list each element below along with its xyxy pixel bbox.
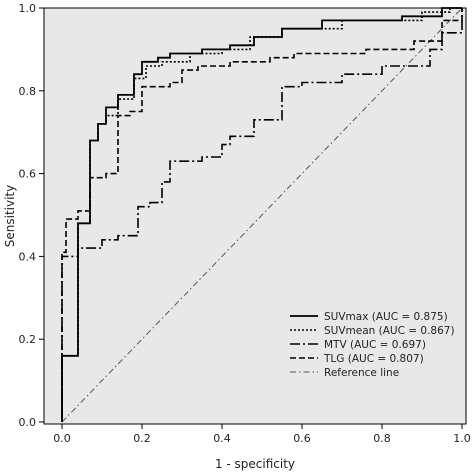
series-line-reference xyxy=(61,7,463,423)
series-line-tlg xyxy=(61,8,463,422)
axes-layer: 0.0 0.2 0.4 0.6 0.8 1.0 0.0 0.2 0.4 0.6 0.8 1.0 xyxy=(19,2,471,445)
x-tick-label: 0.0 xyxy=(53,432,71,445)
x-tick-label: 0.2 xyxy=(133,432,151,445)
series-line-mtv xyxy=(61,8,463,422)
reference-line-layer xyxy=(61,7,463,423)
legend: SUVmax (AUC = 0.875) SUVmean (AUC = 0.867… xyxy=(290,311,455,379)
legend-label: TLG (AUC = 0.807) xyxy=(323,353,424,365)
y-tick-label: 0.6 xyxy=(19,168,37,181)
legend-label: MTV (AUC = 0.697) xyxy=(324,339,426,351)
y-tick-label: 0.0 xyxy=(19,416,37,429)
legend-label: Reference line xyxy=(324,367,399,379)
y-tick-label: 0.2 xyxy=(19,333,37,346)
plot-area xyxy=(43,7,467,425)
series-line-suvmean xyxy=(61,7,462,422)
x-axis-title: 1 - specificity xyxy=(215,457,295,471)
y-tick-label: 0.4 xyxy=(19,250,37,263)
legend-label: SUVmean (AUC = 0.867) xyxy=(324,325,455,337)
x-tick-label: 0.8 xyxy=(373,432,391,445)
x-tick-label: 0.4 xyxy=(213,432,231,445)
y-tick-label: 1.0 xyxy=(19,2,37,15)
y-tick-label: 0.8 xyxy=(19,85,37,98)
series-layer xyxy=(61,7,463,422)
x-tick-label: 1.0 xyxy=(453,432,471,445)
series-line-suvmax xyxy=(61,7,462,422)
x-tick-label: 0.6 xyxy=(293,432,311,445)
y-axis-title: Sensitivity xyxy=(3,185,17,247)
legend-label: SUVmax (AUC = 0.875) xyxy=(324,311,448,323)
